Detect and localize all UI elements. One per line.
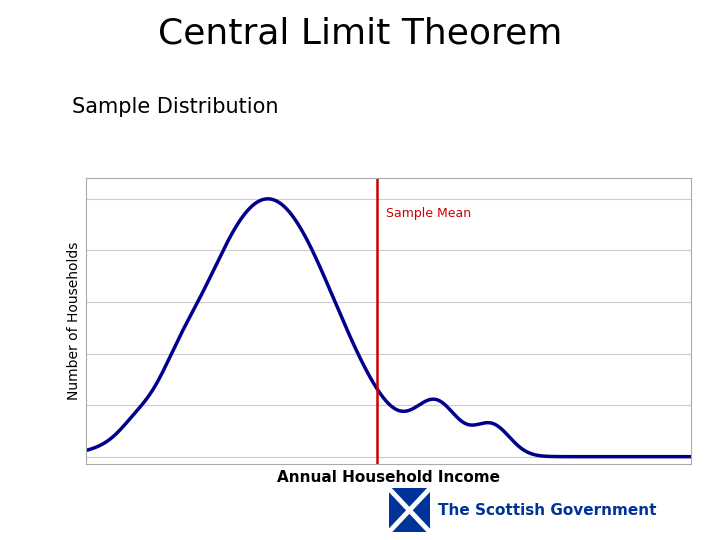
Text: Sample Distribution: Sample Distribution xyxy=(72,97,279,117)
X-axis label: Annual Household Income: Annual Household Income xyxy=(277,470,500,485)
Text: The Scottish Government: The Scottish Government xyxy=(438,503,657,518)
Y-axis label: Number of Households: Number of Households xyxy=(67,242,81,401)
Text: Sample Mean: Sample Mean xyxy=(386,207,471,220)
Text: Central Limit Theorem: Central Limit Theorem xyxy=(158,16,562,50)
Bar xyxy=(389,488,430,532)
